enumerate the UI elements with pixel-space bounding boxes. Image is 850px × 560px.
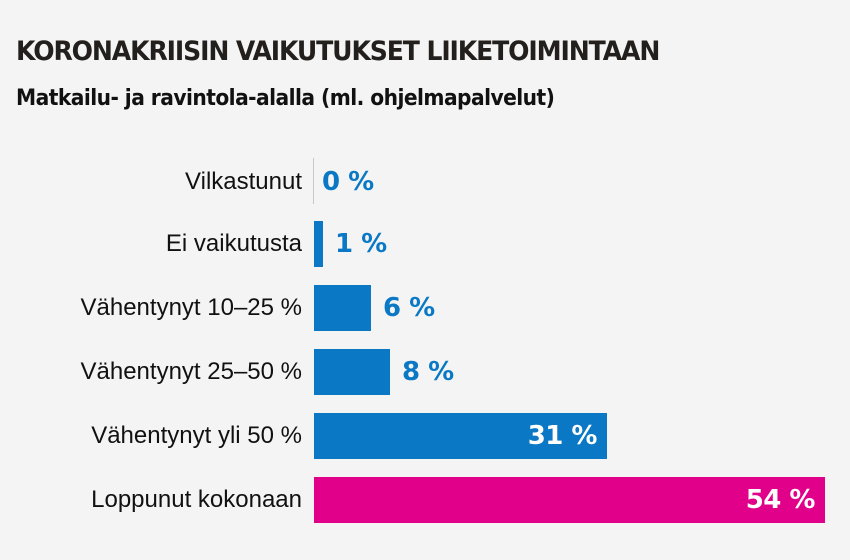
bar-label: Loppunut kokonaan bbox=[91, 486, 302, 513]
chart-subtitle: Matkailu- ja ravintola-alalla (ml. ohjel… bbox=[16, 86, 555, 111]
bar-value: 6 % bbox=[383, 293, 435, 323]
bar-value: 0 % bbox=[322, 167, 374, 197]
chart-title: KORONAKRIISIN VAIKUTUKSET LIIKETOIMINTAA… bbox=[16, 36, 660, 67]
bar-value: 1 % bbox=[335, 229, 387, 259]
bar-value: 8 % bbox=[402, 357, 454, 387]
bar-row-loppunut-kokonaan: Loppunut kokonaan 54 % bbox=[0, 477, 850, 523]
bar-row-vahentynyt-25-50: Vähentynyt 25–50 % 8 % bbox=[0, 349, 850, 395]
bar-label: Ei vaikutusta bbox=[165, 230, 302, 257]
bar-row-ei-vaikutusta: Ei vaikutusta 1 % bbox=[0, 221, 850, 267]
zero-axis-line bbox=[313, 158, 314, 204]
bar-row-vahentynyt-yli-50: Vähentynyt yli 50 % 31 % bbox=[0, 413, 850, 459]
bar bbox=[314, 221, 323, 267]
bar bbox=[314, 349, 390, 395]
bar-label: Vilkastunut bbox=[185, 168, 302, 195]
bar-row-vahentynyt-10-25: Vähentynyt 10–25 % 6 % bbox=[0, 285, 850, 331]
bar-label: Vähentynyt 25–50 % bbox=[80, 358, 303, 385]
bar-value: 54 % bbox=[745, 485, 816, 515]
bar-label: Vähentynyt 10–25 % bbox=[80, 294, 303, 321]
bar-label: Vähentynyt yli 50 % bbox=[91, 422, 302, 449]
bar bbox=[314, 413, 607, 459]
bar bbox=[314, 477, 825, 523]
bar-value: 31 % bbox=[527, 421, 598, 451]
bar-row-vilkastunut: Vilkastunut 0 % bbox=[0, 159, 850, 205]
bar bbox=[314, 285, 371, 331]
